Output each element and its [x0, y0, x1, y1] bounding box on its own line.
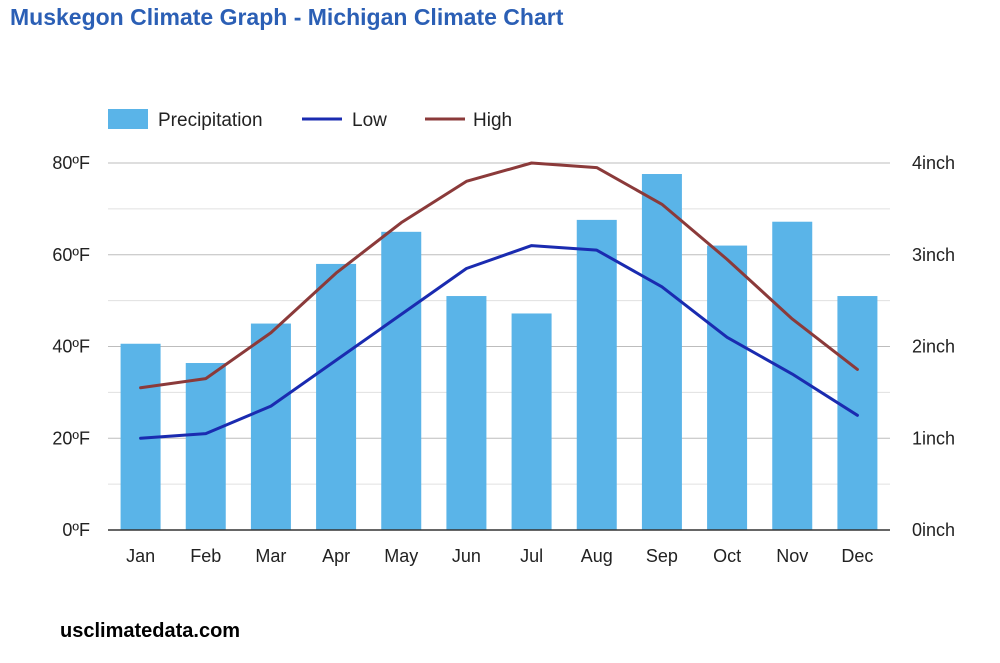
y-right-tick-label: 1inch	[912, 428, 955, 448]
y-right-tick-label: 4inch	[912, 153, 955, 173]
y-right-tick-label: 2inch	[912, 337, 955, 357]
precipitation-bar-jul	[511, 313, 552, 530]
temperature-lines	[139, 161, 859, 440]
x-tick-label-aug: Aug	[581, 546, 613, 566]
x-tick-label-feb: Feb	[190, 546, 221, 566]
precipitation-bar-apr	[316, 263, 357, 530]
page-title: Muskegon Climate Graph - Michigan Climat…	[10, 4, 564, 30]
precipitation-bars	[120, 174, 878, 530]
x-tick-label-apr: Apr	[322, 546, 350, 566]
legend-swatch-precipitation	[108, 109, 148, 129]
x-tick-label-jan: Jan	[126, 546, 155, 566]
legend-label-precipitation: Precipitation	[158, 110, 263, 131]
precipitation-bar-feb	[185, 363, 226, 530]
y-left-tick-label: 20ºF	[52, 428, 90, 448]
precipitation-bar-mar	[250, 323, 291, 530]
precipitation-bar-aug	[576, 219, 617, 530]
x-tick-label-nov: Nov	[776, 546, 808, 566]
x-tick-label-oct: Oct	[713, 546, 741, 566]
legend-label-low: Low	[352, 110, 387, 131]
precipitation-bar-dec	[837, 296, 878, 530]
y-left-tick-label: 60ºF	[52, 245, 90, 265]
precipitation-bar-jun	[446, 296, 487, 530]
y-left-tick-label: 0ºF	[62, 520, 90, 540]
legend-label-high: High	[473, 110, 512, 131]
y-left-tick-label: 40ºF	[52, 337, 90, 357]
y-right-tick-label: 3inch	[912, 245, 955, 265]
source-attribution: usclimatedata.com	[60, 620, 241, 642]
x-tick-label-jun: Jun	[452, 546, 481, 566]
y-left-tick-label: 80ºF	[52, 153, 90, 173]
precipitation-bar-nov	[772, 221, 813, 530]
x-tick-label-mar: Mar	[255, 546, 286, 566]
precipitation-bar-oct	[707, 245, 748, 530]
high-temperature-line	[139, 161, 859, 390]
chart-legend: Precipitation Low High	[108, 109, 512, 131]
chart-axes: 0ºF 20ºF 40ºF 60ºF 80ºF 0inch 1inch 2inch 3inch 4…	[52, 153, 955, 566]
x-tick-label-jul: Jul	[520, 546, 543, 566]
x-tick-label-sep: Sep	[646, 546, 678, 566]
x-tick-label-may: May	[384, 546, 418, 566]
x-tick-label-dec: Dec	[841, 546, 873, 566]
low-temperature-line	[139, 244, 859, 440]
precipitation-bar-sep	[641, 174, 682, 530]
y-right-tick-label: 0inch	[912, 520, 955, 540]
precipitation-bar-may	[381, 231, 422, 530]
